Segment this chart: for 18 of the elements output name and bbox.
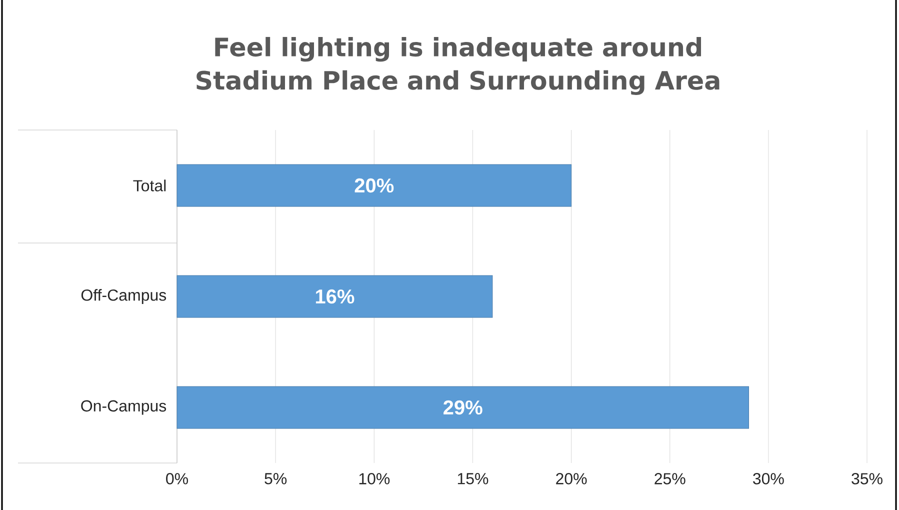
- data-label: 16%: [316, 289, 354, 304]
- x-tick-label: 35%: [852, 473, 882, 484]
- y-tick-label: Off-Campus: [81, 289, 166, 304]
- chart-title: Feel lighting is inadequate around Stadium Place and Surrounding Area: [196, 36, 720, 96]
- bar: [176, 164, 572, 207]
- y-tick-label: Total: [133, 180, 166, 192]
- y-tick-label: On-Campus: [81, 400, 166, 415]
- data-label: 29%: [444, 400, 482, 415]
- bar: [176, 386, 749, 429]
- x-tick-label: 0%: [166, 473, 188, 484]
- data-label: 20%: [354, 178, 394, 193]
- x-tick-label: 30%: [753, 473, 784, 484]
- x-tick-label: 15%: [458, 473, 488, 484]
- bar: [176, 275, 493, 318]
- x-tick-label: 10%: [359, 473, 390, 484]
- x-tick-label: 25%: [654, 473, 686, 484]
- x-tick-label: 20%: [556, 473, 587, 484]
- x-tick-label: 5%: [264, 473, 287, 484]
